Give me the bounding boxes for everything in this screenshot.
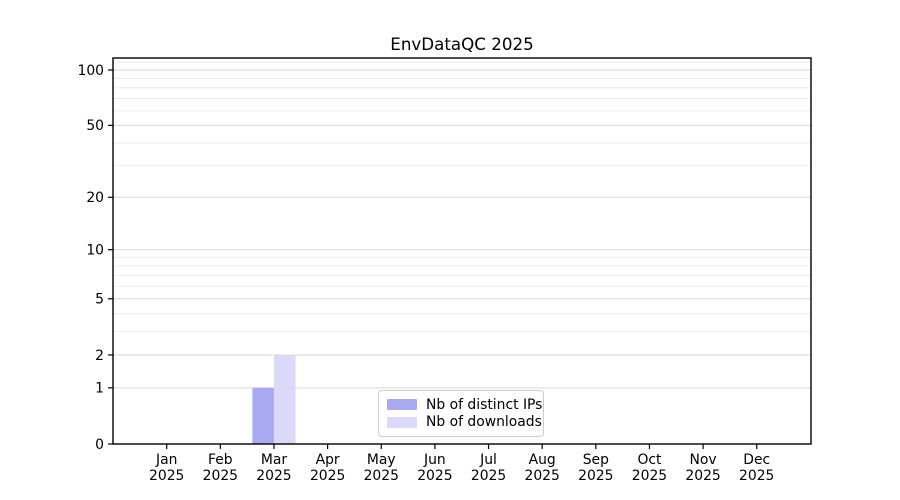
y-tick-label: 2 (95, 348, 104, 364)
y-tick-label: 10 (86, 242, 104, 258)
x-tick-label-year: 2025 (149, 468, 184, 484)
x-tick-label-month: Feb (208, 452, 233, 468)
x-tick-label-month: Sep (583, 452, 609, 468)
x-tick-label-year: 2025 (203, 468, 238, 484)
legend-swatch-distinct-ips (387, 399, 417, 411)
x-tick-label-month: Nov (690, 452, 717, 468)
bar-nb-of-distinct-ips-mar-2025 (252, 387, 274, 444)
bar-nb-of-downloads-mar-2025 (273, 354, 296, 444)
plot-border (112, 57, 812, 445)
y-tick-label: 100 (77, 63, 104, 79)
x-tick-label-year: 2025 (525, 468, 560, 484)
y-tick-label: 50 (86, 118, 104, 134)
x-tick-label-year: 2025 (256, 468, 291, 484)
y-tick-label: 20 (86, 190, 104, 206)
legend-label-distinct-ips: Nb of distinct IPs (426, 396, 543, 413)
x-tick-label-month: Jan (155, 452, 177, 468)
y-tick-label: 0 (95, 437, 104, 453)
legend-swatch-downloads (387, 416, 417, 428)
x-tick-label-month: Mar (261, 452, 287, 468)
x-tick-label-month: Apr (316, 452, 340, 468)
legend-item-downloads: Nb of downloads (387, 414, 542, 430)
x-tick-label-month: Jul (479, 452, 497, 468)
y-tick-label: 1 (95, 381, 104, 397)
x-tick-label-month: May (367, 452, 396, 468)
x-tick-label-year: 2025 (685, 468, 720, 484)
x-tick-label-year: 2025 (364, 468, 399, 484)
y-tick-label: 5 (95, 292, 104, 308)
x-tick-label-year: 2025 (310, 468, 345, 484)
legend-item-distinct-ips: Nb of distinct IPs (387, 397, 542, 413)
x-tick-label-month: Oct (637, 452, 662, 468)
x-tick-label-month: Jun (423, 452, 446, 468)
x-tick-label-year: 2025 (739, 468, 774, 484)
chart-title: EnvDataQC 2025 (390, 34, 534, 54)
x-tick-label-year: 2025 (417, 468, 452, 484)
x-tick-label-year: 2025 (471, 468, 506, 484)
x-tick-label-month: Dec (743, 452, 770, 468)
legend-label-downloads: Nb of downloads (426, 414, 542, 431)
x-tick-label-year: 2025 (578, 468, 613, 484)
x-tick-label-year: 2025 (632, 468, 667, 484)
legend: Nb of distinct IPs Nb of downloads (378, 390, 544, 437)
x-tick-label-month: Aug (529, 452, 556, 468)
